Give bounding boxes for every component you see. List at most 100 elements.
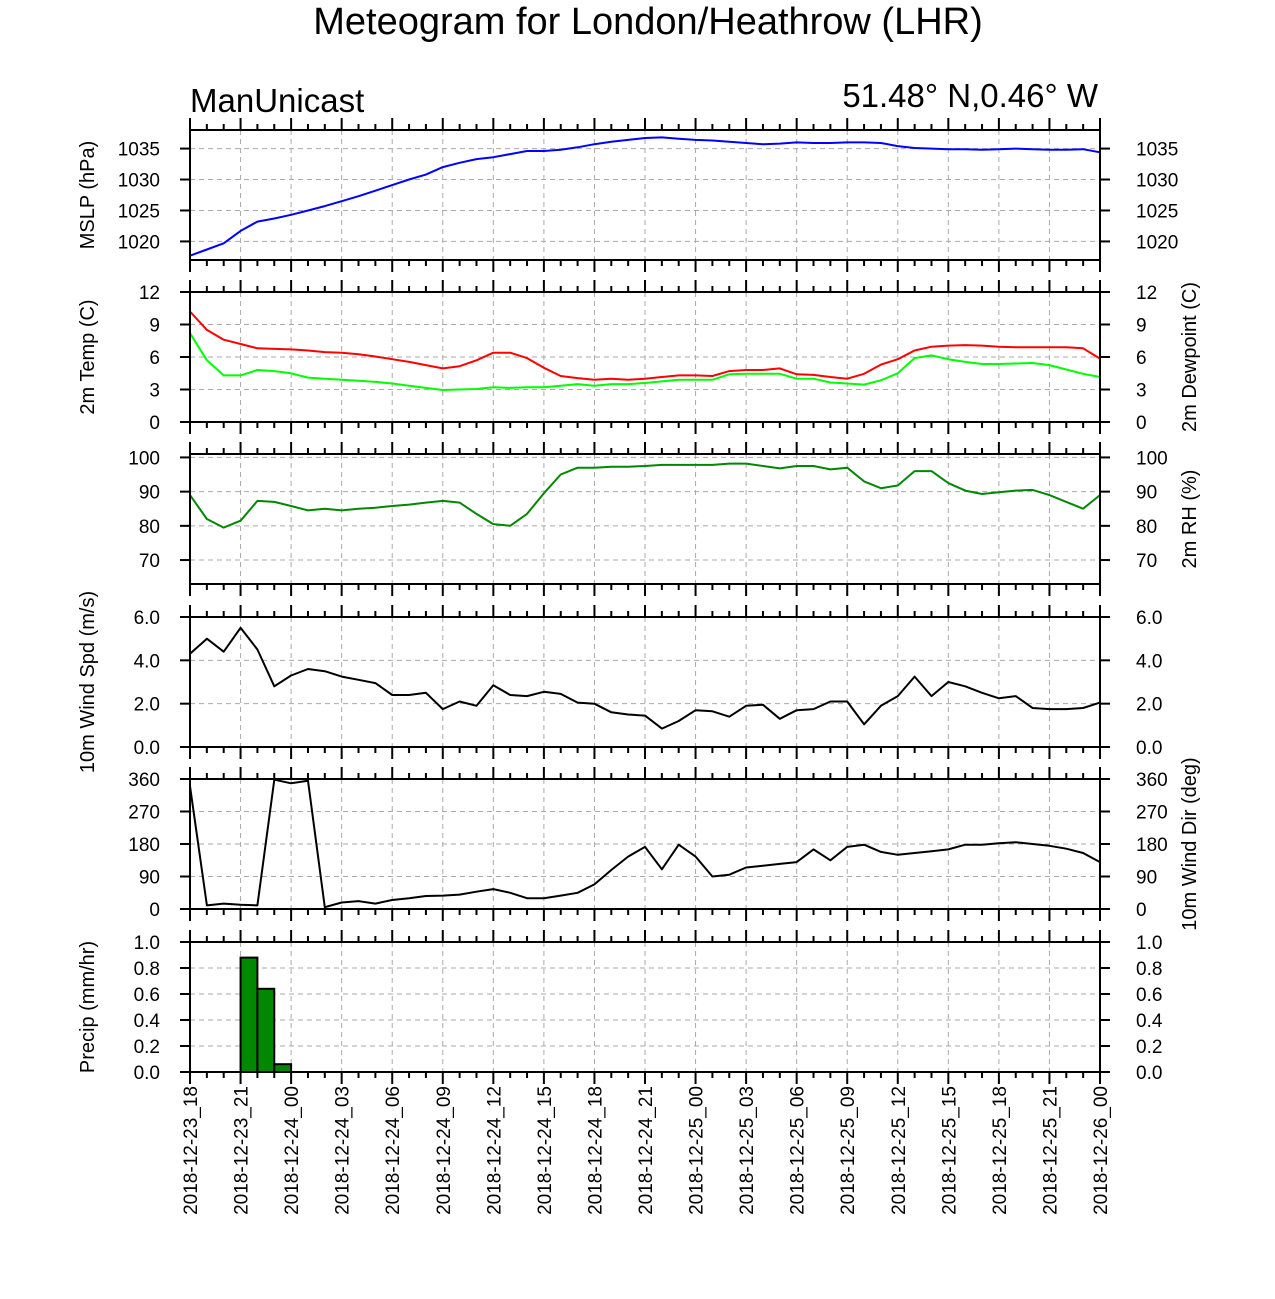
time-tick-label: 2018-12-24_18 [585,1086,606,1215]
left-axis-label: MSLP (hPa) [77,141,99,250]
time-tick-label: 2018-12-25_00 [687,1086,708,1215]
right-y-tick-label: 1035 [1136,140,1178,161]
right-y-tick-label: 1025 [1136,201,1178,222]
wind-direction-series-line [189,778,1101,909]
right-y-tick-label: 360 [1136,770,1168,791]
right-y-tick-label: 9 [1136,316,1147,337]
time-tick-label: 2018-12-25_09 [838,1086,859,1215]
right-axis-label: 2m Dewpoint (C) [1179,282,1201,432]
right-y-tick-label: 0.2 [1136,1037,1162,1058]
y-tick-label: 2.0 [134,695,160,716]
y-tick-label: 1035 [118,140,160,161]
y-tick-label: 4.0 [134,651,160,672]
precip-bar [256,987,276,1073]
right-y-tick-label: 12 [1136,283,1157,304]
y-tick-label: 1.0 [134,933,160,954]
y-tick-label: 90 [139,483,160,504]
left-axis-label: Precip (mm/hr) [77,941,99,1073]
y-tick-label: 0.8 [134,959,160,980]
time-tick-label: 2018-12-25_12 [889,1086,910,1215]
y-tick-label: 90 [139,868,160,889]
y-tick-label: 270 [128,803,160,824]
y-tick-label: 1020 [118,232,160,253]
right-y-tick-label: 2.0 [1136,695,1162,716]
right-y-tick-label: 90 [1136,868,1157,889]
mslp-series-line [189,136,1101,257]
right-y-tick-label: 100 [1136,448,1168,469]
humidity-frame [189,453,1101,585]
humidity-panel: 70 70 80 80 90 90 100 100 2m RH (%) [128,442,1201,596]
right-y-tick-label: 0.8 [1136,959,1162,980]
y-tick-label: 1025 [118,201,160,222]
panels: 1020 1020 1025 1025 1030 1030 1035 1035 MSLP (hP… [77,118,1201,1084]
y-tick-label: 0 [149,413,160,434]
right-y-tick-label: 0 [1136,900,1147,921]
y-tick-label: 80 [139,517,160,538]
y-tick-label: 0.0 [134,738,160,759]
y-tick-label: 12 [139,283,160,304]
temperature-frame [189,291,1101,423]
right-axis-label: 2m RH (%) [1179,470,1201,569]
right-y-tick-label: 1030 [1136,171,1178,192]
right-y-tick-label: 0.6 [1136,985,1162,1006]
y-tick-label: 360 [128,770,160,791]
right-y-tick-label: 1.0 [1136,933,1162,954]
time-tick-label: 2018-12-23_21 [232,1086,253,1215]
right-y-tick-label: 3 [1136,381,1147,402]
y-tick-label: 180 [128,835,160,856]
right-axis-label: 10m Wind Dir (deg) [1179,757,1201,930]
y-tick-label: 9 [149,316,160,337]
time-tick-label: 2018-12-24_12 [484,1086,505,1215]
temperature-panel: 0 0 3 3 6 6 9 9 12 12 2m Temp (C) 2m Dewpoint (C) [77,280,1201,434]
right-y-tick-label: 180 [1136,835,1168,856]
humidity-series-line [189,462,1101,529]
time-tick-label: 2018-12-24_03 [333,1086,354,1215]
chart-title: Meteogram for London/Heathrow (LHR) [313,1,983,43]
model-name: ManUnicast [190,82,364,119]
left-axis-label: 10m Wind Spd (m/s) [77,591,99,773]
left-axis-label: 2m Temp (C) [77,299,99,414]
right-y-tick-label: 0.0 [1136,1063,1162,1084]
right-y-tick-label: 0 [1136,413,1147,434]
wind-direction-panel: 0 0 90 90 180 180 270 270 360 360 10m Wind Dir (de… [128,757,1201,930]
time-tick-label: 2018-12-25_18 [990,1086,1011,1215]
time-tick-label: 2018-12-24_21 [636,1086,657,1215]
right-y-tick-label: 90 [1136,483,1157,504]
time-tick-label: 2018-12-26_00 [1091,1086,1112,1215]
right-y-tick-label: 6.0 [1136,608,1162,629]
mslp-frame [189,129,1101,261]
y-tick-label: 1030 [118,171,160,192]
precipitation-panel: 0.0 0.0 0.2 0.2 0.4 0.4 0.6 0.6 0.8 0.8 1.0 1.0 Prec… [77,930,1163,1084]
mslp-panel: 1020 1020 1025 1025 1030 1030 1035 1035 MSLP (hP… [77,118,1178,272]
y-tick-label: 100 [128,448,160,469]
right-y-tick-label: 0.0 [1136,738,1162,759]
right-y-tick-label: 6 [1136,348,1147,369]
precip-bar [239,956,259,1073]
station-coordinates: 51.48° N,0.46° W [842,77,1099,114]
time-axis: 2018-12-23_18 2018-12-23_21 2018-12-24_00 2… [181,1086,1112,1215]
y-tick-label: 6.0 [134,608,160,629]
wind-direction-frame [189,778,1101,910]
temperature-series-line [189,332,1101,391]
right-y-tick-label: 1020 [1136,232,1178,253]
y-tick-label: 0.2 [134,1037,160,1058]
wind-speed-series-line [189,626,1101,730]
time-tick-label: 2018-12-24_06 [383,1086,404,1215]
right-y-tick-label: 0.4 [1136,1011,1163,1032]
time-tick-label: 2018-12-23_18 [181,1086,202,1215]
y-tick-label: 6 [149,348,160,369]
y-tick-label: 0.0 [134,1063,160,1084]
y-tick-label: 0.6 [134,985,160,1006]
temperature-series-line [189,310,1101,381]
precip-bar [273,1063,293,1073]
right-y-tick-label: 80 [1136,517,1157,538]
y-tick-label: 70 [139,551,160,572]
time-tick-label: 2018-12-24_00 [282,1086,303,1215]
wind-speed-panel: 0.0 0.0 2.0 2.0 4.0 4.0 6.0 6.0 10m Wind Spd (m/… [77,591,1162,773]
y-tick-label: 3 [149,381,160,402]
y-tick-label: 0 [149,900,160,921]
time-tick-label: 2018-12-24_15 [535,1086,556,1215]
time-tick-label: 2018-12-25_21 [1040,1086,1061,1215]
precipitation-frame [189,941,1101,1073]
